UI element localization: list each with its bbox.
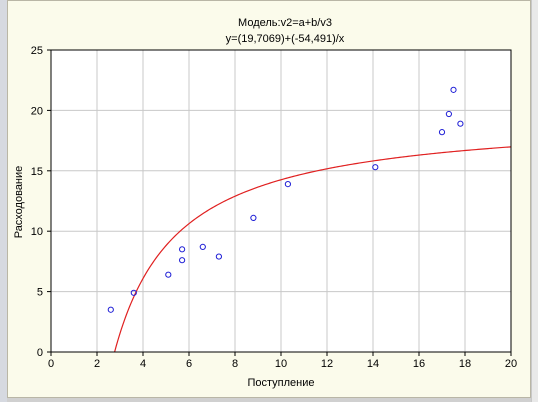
data-point	[450, 86, 457, 93]
x-tick-label: 10	[275, 358, 287, 370]
y-axis-label: Расходование	[13, 166, 25, 239]
data-point	[457, 120, 464, 127]
x-tick-label: 2	[94, 358, 100, 370]
x-axis-ticks: 0 2 4 6 8 10 12 14 16 18 20	[48, 352, 517, 370]
y-axis-ticks: 0 5 10 15 20 25	[31, 45, 51, 359]
x-tick-label: 14	[367, 358, 379, 370]
data-point	[107, 306, 114, 313]
x-tick-label: 16	[413, 358, 425, 370]
fit-curve	[114, 146, 512, 353]
x-axis-label: Поступление	[247, 377, 314, 389]
y-tick-label: 25	[31, 45, 43, 57]
data-point	[250, 214, 257, 222]
y-tick-label: 20	[31, 105, 43, 117]
data-point	[284, 180, 291, 188]
data-point	[372, 164, 379, 171]
data-point	[165, 271, 172, 278]
data-points	[107, 86, 464, 313]
x-tick-label: 0	[48, 358, 54, 370]
bottom-window-edge	[7, 398, 531, 402]
data-point	[215, 253, 222, 260]
data-point	[199, 243, 206, 251]
y-tick-label: 10	[31, 226, 43, 238]
y-tick-label: 0	[37, 347, 43, 359]
x-tick-label: 4	[140, 358, 146, 370]
data-point	[130, 289, 137, 296]
x-tick-label: 18	[459, 358, 471, 370]
x-tick-label: 12	[321, 358, 333, 370]
vertical-scrollbar[interactable]	[531, 0, 538, 402]
plot-border	[50, 49, 512, 353]
chart-subtitle: y=(19,7069)+(-54,491)/x	[226, 33, 345, 45]
left-window-edge	[0, 0, 7, 402]
x-tick-label: 20	[505, 358, 517, 370]
data-point	[179, 246, 186, 253]
y-tick-label: 15	[31, 166, 43, 178]
data-point	[179, 257, 186, 264]
chart-title: Модель:v2=a+b/v3	[238, 17, 332, 29]
x-tick-label: 8	[232, 358, 238, 370]
y-tick-label: 5	[37, 287, 43, 299]
x-tick-label: 6	[186, 358, 192, 370]
grid-lines	[51, 50, 511, 352]
data-point	[438, 129, 446, 136]
data-point	[445, 110, 452, 118]
